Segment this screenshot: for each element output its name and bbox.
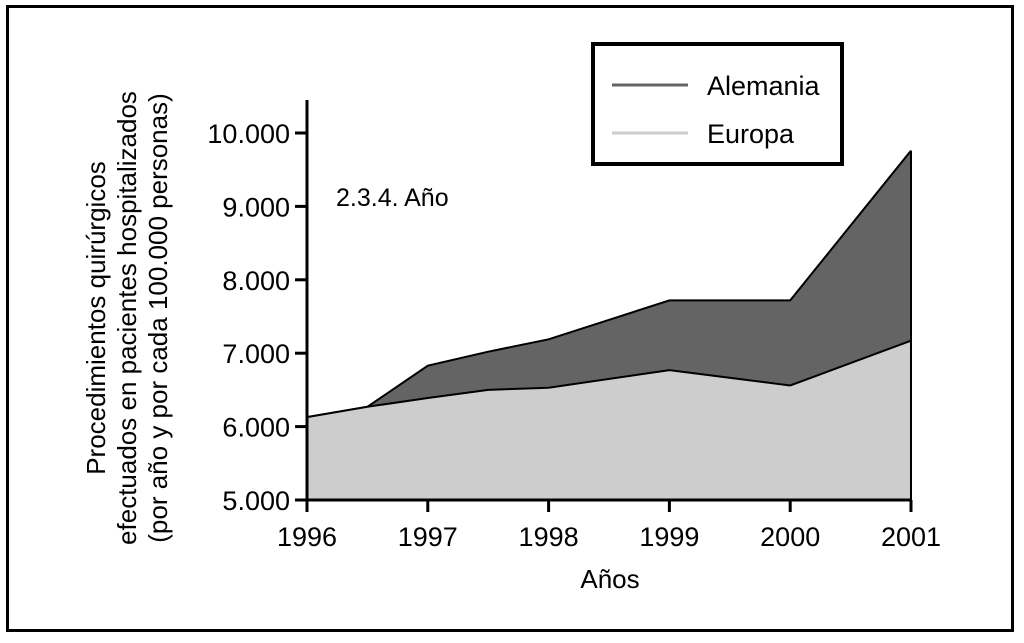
series-line-europa — [306, 339, 912, 419]
x-tick-label: 2000 — [760, 522, 820, 552]
y-tick-label: 9.000 — [222, 192, 290, 222]
legend-label-europa: Europa — [707, 119, 795, 149]
chart-axes — [305, 100, 911, 502]
legend-label-alemania: Alemania — [707, 71, 821, 101]
y-tick-label: 5.000 — [222, 486, 290, 516]
y-tick-label: 8.000 — [222, 266, 290, 296]
y-axis-title-line-2: efectuados en pacientes hospitalizados — [112, 91, 142, 545]
series-line-alemania — [306, 149, 912, 419]
y-tick-label: 10.000 — [207, 119, 290, 149]
area-europa — [307, 340, 911, 500]
chart-areas — [306, 149, 912, 500]
chart-annotation: 2.3.4. Año — [336, 184, 449, 212]
y-axis-title-line-1: Procedimientos quirúrgicos — [81, 161, 111, 475]
y-tick-label: 7.000 — [222, 339, 290, 369]
x-tick-label: 1996 — [277, 522, 337, 552]
legend-box — [591, 42, 844, 166]
x-axis-title: Años — [580, 564, 639, 594]
chart-ticks: 5.000 6.000 7.000 8.000 9.000 10.000 1996 1997 1… — [207, 119, 941, 552]
x-tick-label: 2001 — [881, 522, 941, 552]
y-axis-title-line-3: (por año y por cada 100.000 personas) — [143, 93, 173, 543]
chart-legend: Alemania Europa — [591, 42, 844, 166]
x-tick-label: 1999 — [639, 522, 699, 552]
y-tick-label: 6.000 — [222, 413, 290, 443]
x-tick-label: 1998 — [519, 522, 579, 552]
x-tick-label: 1997 — [398, 522, 458, 552]
y-axis-title: Procedimientos quirúrgicos efectuados en… — [81, 91, 173, 545]
